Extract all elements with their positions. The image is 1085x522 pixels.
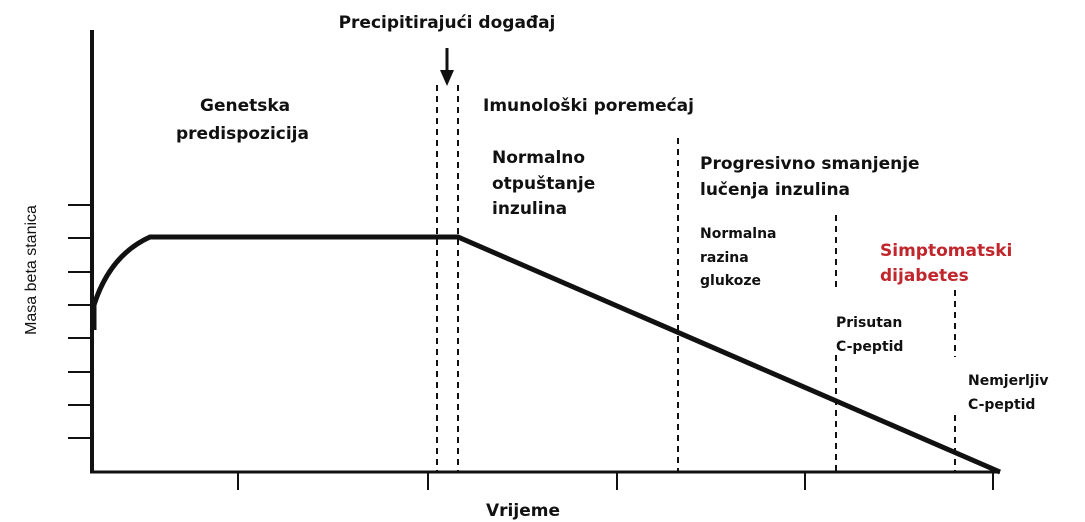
beta-cell-curve bbox=[91, 234, 1001, 475]
event-arrowhead bbox=[440, 70, 454, 86]
phase-label: Imunološki poremećaj bbox=[483, 96, 694, 116]
axis-ticks bbox=[68, 204, 994, 490]
phase-label: razina bbox=[700, 250, 749, 266]
phase-label: lučenja inzulina bbox=[700, 180, 850, 200]
phase-label: C-peptid bbox=[836, 339, 903, 355]
y-axis-label: Masa beta stanica bbox=[23, 205, 40, 335]
phase-label: Normalna bbox=[700, 226, 777, 242]
phase-dividers bbox=[436, 85, 956, 472]
phase-label: C-peptid bbox=[968, 397, 1035, 413]
phase-label: Simptomatski bbox=[880, 241, 1012, 261]
phase-label: glukoze bbox=[700, 273, 761, 289]
phase-label: Nemjerljiv bbox=[968, 373, 1049, 389]
phase-label: otpuštanje bbox=[492, 174, 595, 194]
phase-label: Prisutan bbox=[836, 315, 902, 331]
phase-label: predispozicija bbox=[176, 124, 309, 144]
x-axis-label: Vrijeme bbox=[486, 501, 560, 521]
phase-label: Normalno bbox=[492, 148, 585, 168]
phase-label: inzulina bbox=[492, 199, 567, 219]
event-label: Precipitirajući događaj bbox=[339, 13, 556, 33]
phase-label: dijabetes bbox=[880, 266, 969, 286]
phase-label: Progresivno smanjenje bbox=[700, 154, 920, 174]
phase-label: Genetska bbox=[200, 96, 290, 116]
